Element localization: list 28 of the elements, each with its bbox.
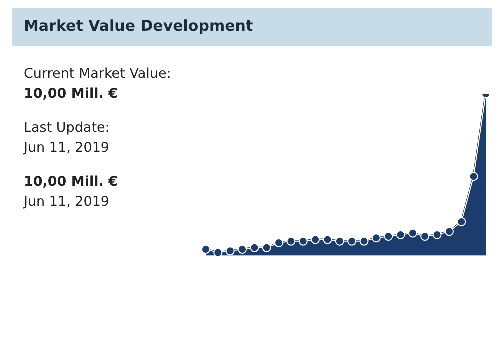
point	[226, 246, 235, 256]
text: Jun 11, 2019	[24, 139, 111, 158]
point	[335, 236, 344, 246]
point	[214, 248, 223, 256]
text: 10,00 Mill. €	[24, 85, 119, 104]
text: Current Market Value:	[24, 65, 172, 84]
point	[202, 245, 210, 254]
point	[298, 236, 308, 246]
text: Last Update:	[24, 119, 111, 138]
point	[286, 236, 296, 246]
point	[238, 245, 248, 254]
point	[457, 217, 466, 226]
point	[408, 228, 418, 238]
point	[348, 236, 357, 246]
point	[323, 235, 332, 244]
point	[469, 172, 478, 182]
point	[262, 243, 272, 252]
chart-title: Market Value Development	[24, 17, 254, 35]
point	[274, 238, 284, 248]
text: 10,00 Mill. €	[24, 173, 119, 192]
point	[384, 232, 394, 242]
point	[372, 234, 381, 243]
point	[360, 236, 369, 246]
text: Jun 11, 2019	[24, 193, 111, 212]
point	[250, 243, 260, 252]
point	[420, 232, 430, 242]
point	[444, 227, 454, 236]
point	[311, 235, 320, 244]
